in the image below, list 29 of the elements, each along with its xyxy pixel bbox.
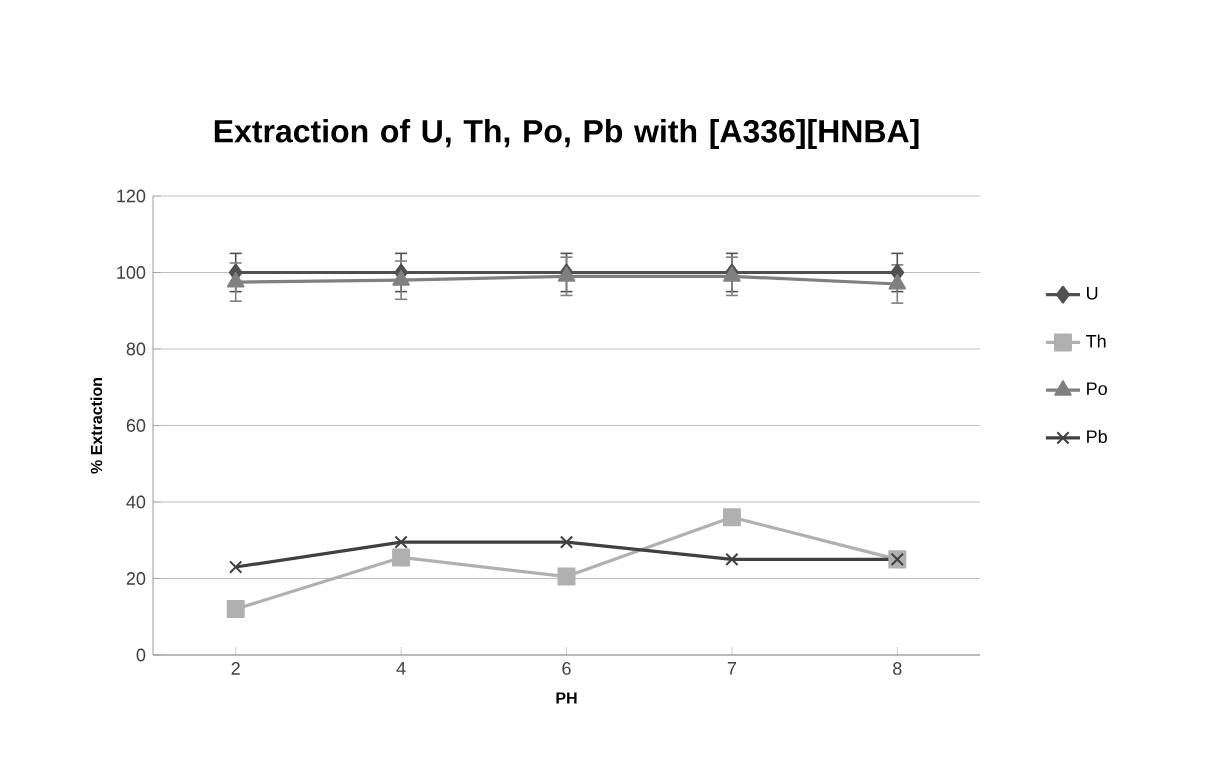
chart-title: Extraction of U, Th, Po, Pb with [A336][HNBA] (214, 119, 919, 149)
legend-label: Th (1086, 334, 1106, 348)
point (229, 560, 243, 574)
y-axis-title: % Extraction (90, 378, 103, 474)
legend-label: Pb (1087, 429, 1107, 444)
point (725, 552, 739, 567)
point (557, 567, 576, 586)
point (722, 508, 741, 527)
point (226, 600, 245, 619)
legend-label: Po (1087, 382, 1107, 396)
y-tick-label: 0 (136, 648, 146, 662)
y-tick-label: 40 (126, 495, 146, 509)
point (392, 270, 410, 286)
y-tick-label: 60 (126, 419, 146, 432)
point (394, 535, 408, 549)
x-tick-label: 2 (231, 662, 240, 675)
x-tick-label: 4 (396, 662, 406, 675)
legend-label: U (1087, 287, 1098, 300)
x-tick-label: 7 (727, 662, 736, 675)
point (226, 272, 245, 288)
point (559, 535, 574, 549)
y-tick-label: 100 (117, 266, 146, 279)
point (392, 548, 411, 567)
x-tick-label: 6 (562, 662, 571, 675)
y-tick-label: 20 (126, 572, 146, 585)
x-axis-title: PH (556, 692, 577, 704)
y-tick-label: 120 (117, 189, 146, 203)
y-tick-label: 80 (126, 342, 146, 356)
x-tick-label: 8 (893, 662, 902, 675)
